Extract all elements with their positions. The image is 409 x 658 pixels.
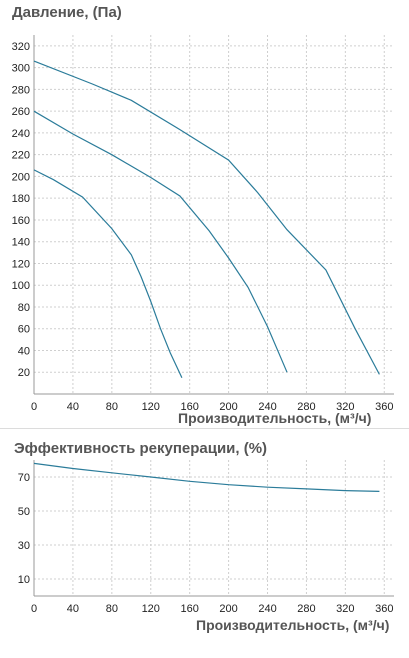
y-tick-label: 220: [12, 150, 30, 162]
y-tick-label: 300: [12, 63, 30, 75]
x-tick-label: 160: [180, 603, 198, 615]
efficiency-chart: 10 30 50 70 0 40 80 120 160 200 240 280 320 360: [18, 460, 394, 615]
y-tick-label: 20: [18, 367, 30, 379]
chart-title: Эффективность рекуперации, (%): [14, 440, 268, 457]
series-line-3: [33, 60, 380, 375]
x-axis-title: Производительность, (м³/ч): [196, 617, 390, 633]
x-tick-label: 200: [219, 401, 237, 413]
x-tick-label: 0: [31, 401, 37, 413]
y-tick-label: 100: [12, 280, 30, 292]
series-line-1: [33, 462, 380, 492]
pressure-chart-panel: Давление, (Па) 20 40 60 80 100 120 140 160 180 20…: [12, 4, 394, 426]
x-tick-label: 240: [258, 401, 276, 413]
x-tick-label: 240: [258, 603, 276, 615]
x-tick-label: 200: [219, 603, 237, 615]
x-axis-title: Производительность, (м³/ч): [178, 410, 372, 426]
y-tick-label: 260: [12, 106, 30, 118]
y-tick-label: 240: [12, 128, 30, 140]
y-tick-label: 320: [12, 41, 30, 53]
x-tick-label: 80: [106, 401, 118, 413]
y-tick-label: 80: [18, 302, 30, 314]
x-tick-label: 160: [180, 401, 198, 413]
y-tick-label: 160: [12, 215, 30, 227]
x-tick-label: 80: [106, 603, 118, 615]
y-tick-label: 30: [18, 540, 30, 552]
series-line-1: [33, 169, 183, 378]
y-tick-label: 200: [12, 171, 30, 183]
x-tick-label: 280: [297, 401, 315, 413]
divider: [0, 428, 409, 429]
y-tick-label: 280: [12, 84, 30, 96]
y-tick-label: 60: [18, 324, 30, 336]
pressure-chart: 20 40 60 80 100 120 140 160 180 200 220 240 260 280 30…: [12, 35, 394, 413]
x-tick-label: 0: [31, 603, 37, 615]
x-tick-label: 40: [67, 603, 79, 615]
x-tick-label: 320: [336, 603, 354, 615]
y-tick-label: 10: [18, 574, 30, 586]
x-tick-label: 280: [297, 603, 315, 615]
x-tick-label: 360: [375, 401, 393, 413]
x-tick-label: 360: [375, 603, 393, 615]
y-tick-label: 180: [12, 193, 30, 205]
x-tick-label: 120: [142, 401, 160, 413]
y-tick-label: 70: [18, 472, 30, 484]
series-line-2: [33, 110, 288, 373]
x-tick-label: 320: [336, 401, 354, 413]
efficiency-chart-panel: Эффективность рекуперации, (%) 10 30 50 70 0…: [0, 432, 409, 658]
y-tick-label: 50: [18, 506, 30, 518]
x-tick-label: 40: [67, 401, 79, 413]
y-tick-label: 120: [12, 258, 30, 270]
x-tick-label: 120: [142, 603, 160, 615]
y-tick-label: 140: [12, 237, 30, 249]
y-tick-label: 40: [18, 345, 30, 357]
chart-title: Давление, (Па): [12, 4, 122, 21]
